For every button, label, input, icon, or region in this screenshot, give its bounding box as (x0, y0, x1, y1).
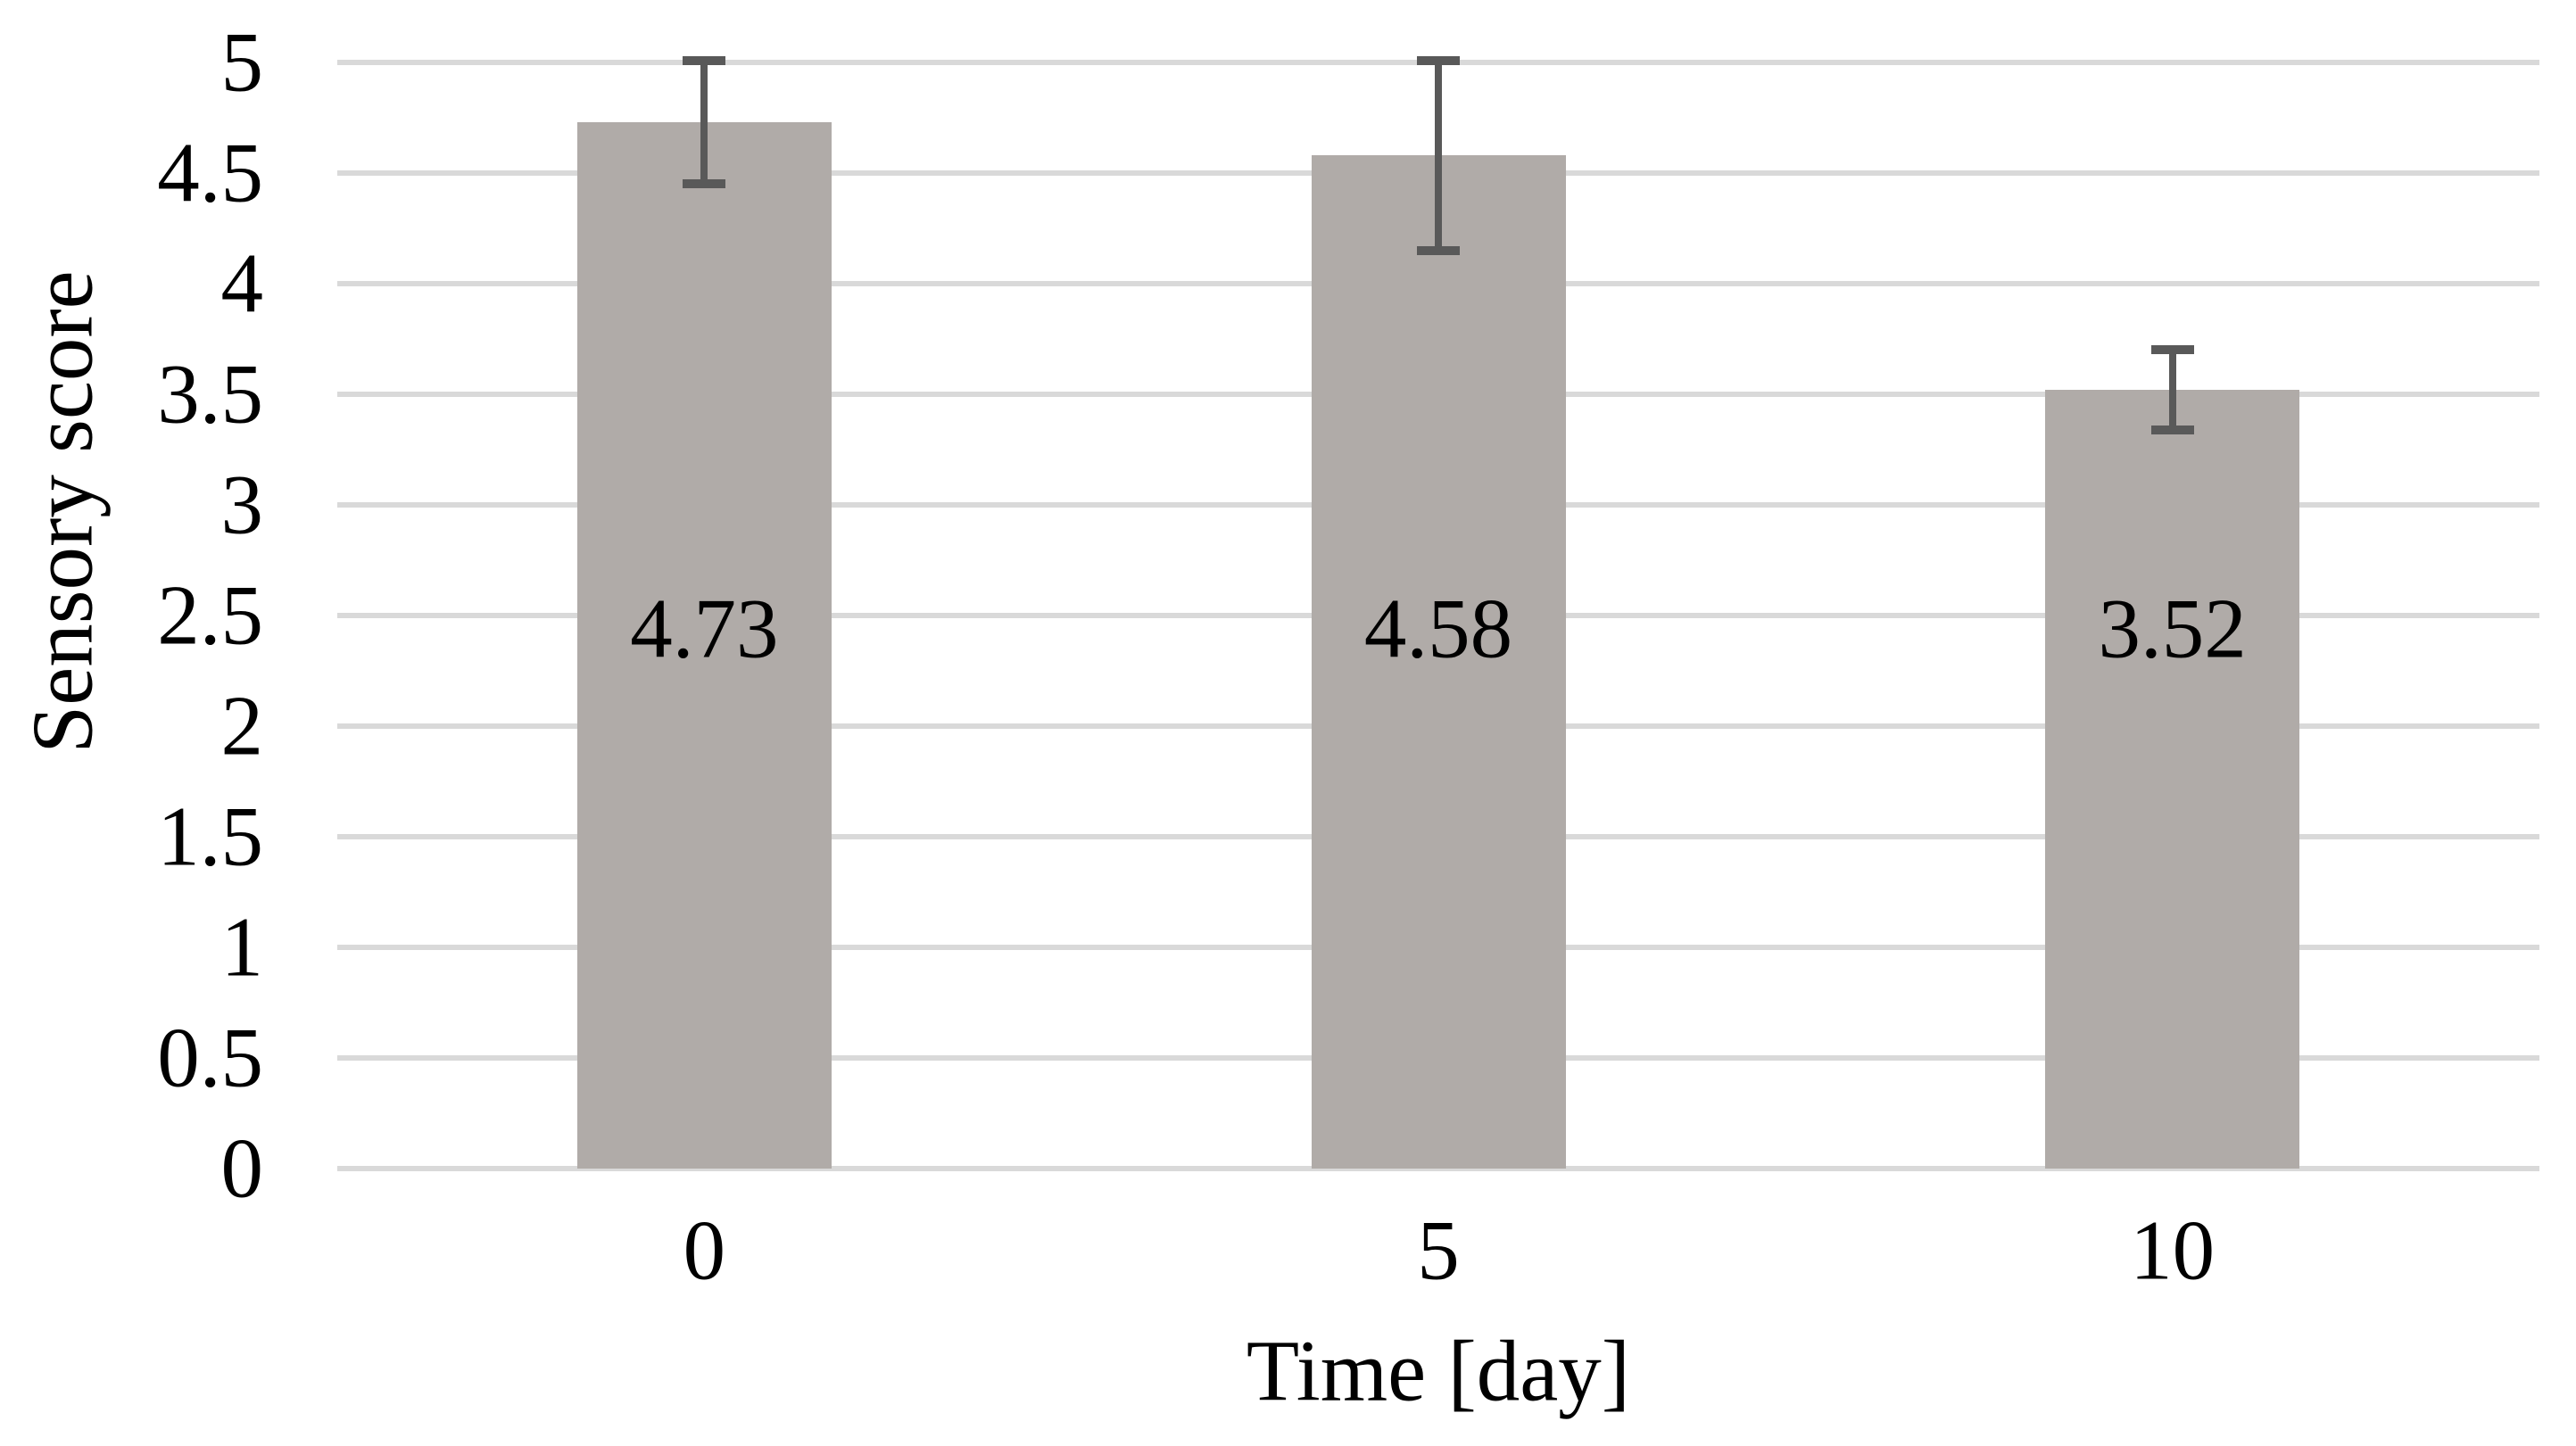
x-tick-label: 10 (2130, 1202, 2216, 1298)
x-tick-label: 0 (683, 1202, 726, 1298)
error-bar-line (1435, 60, 1442, 251)
y-tick-label: 0 (220, 1120, 264, 1216)
y-tick-label: 1 (220, 899, 264, 995)
y-axis-tick-labels: 5 4.5 4 3.5 3 2.5 2 1.5 1 0.5 0 (0, 0, 263, 1446)
bar-data-label: 3.52 (2098, 581, 2247, 676)
bar-data-label: 4.58 (1363, 581, 1513, 676)
gridline (337, 1166, 2539, 1171)
bar (1311, 155, 1566, 1169)
error-bar-cap-bottom (2150, 425, 2194, 434)
y-tick-label: 2 (220, 678, 264, 773)
bar-data-label: 4.73 (630, 581, 779, 676)
error-bar-cap-top (2150, 345, 2194, 355)
error-bar-line (2168, 350, 2176, 430)
y-tick-label: 5 (220, 14, 264, 110)
y-tick-label: 4.5 (157, 125, 263, 220)
plot-area: 4.73 4.58 3.52 (337, 55, 2539, 1171)
error-bar-cap-bottom (1417, 245, 1460, 255)
error-bar-cap-top (1417, 55, 1460, 65)
error-bar-cap-top (683, 55, 726, 65)
bar (576, 121, 832, 1169)
y-tick-label: 2.5 (157, 567, 263, 663)
x-axis-title: Time [day] (1246, 1323, 1631, 1419)
error-bar-line (700, 60, 708, 185)
y-tick-label: 3 (220, 457, 264, 552)
bar (2045, 390, 2300, 1169)
y-tick-label: 4 (220, 235, 264, 331)
y-tick-label: 3.5 (157, 346, 263, 442)
error-bar-cap-bottom (683, 179, 726, 189)
x-tick-label: 5 (1417, 1202, 1460, 1298)
y-tick-label: 0.5 (157, 1010, 263, 1105)
y-tick-label: 1.5 (157, 789, 263, 884)
